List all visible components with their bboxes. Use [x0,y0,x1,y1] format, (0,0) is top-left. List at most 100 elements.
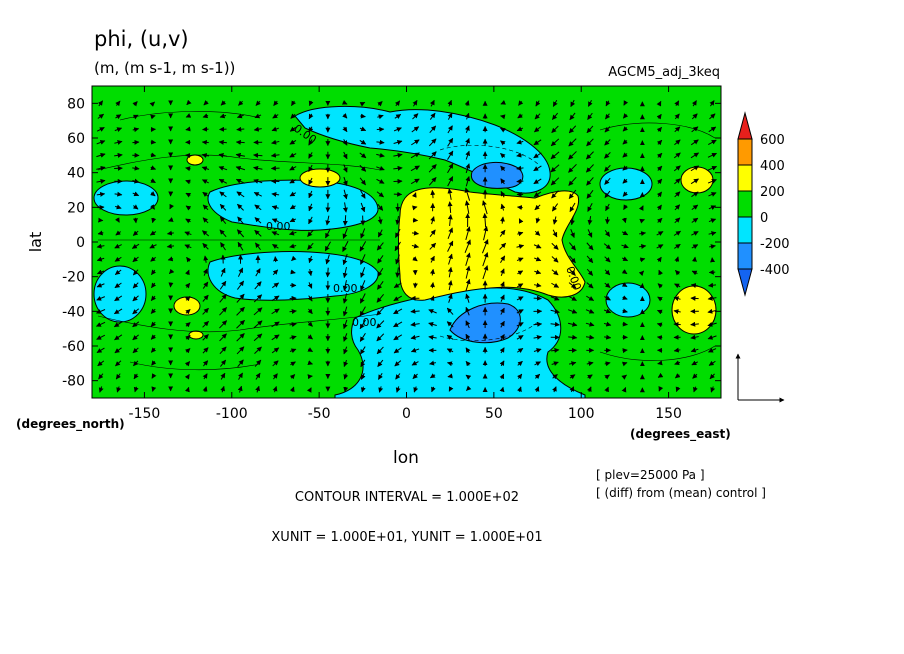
wind-vector [499,360,505,367]
wind-vector [656,244,664,249]
wind-vector [533,165,542,172]
wind-vector [376,165,385,171]
wind-vector [114,191,123,197]
wind-vector [587,202,593,212]
wind-vector [271,139,280,145]
wind-vector [500,190,506,198]
wind-vector [271,295,280,302]
wind-vector [586,255,594,264]
x-axis: -150 -100 -50 0 50 100 150 [129,86,682,422]
wind-vector [499,229,506,237]
wind-vector [621,374,627,380]
wind-vector [533,191,542,198]
wind-vector [550,164,560,173]
colorbar-label: 600 [760,133,785,148]
wind-vector [568,295,577,301]
wind-vector [291,255,297,262]
wind-vector [569,268,576,276]
wind-vector [551,203,559,212]
wind-vector [376,320,385,329]
wind-vector [133,373,139,380]
wind-vector [708,192,717,197]
wind-vector [603,321,612,327]
wind-vector [114,269,122,276]
wind-vector [341,99,348,105]
wind-vector [465,293,471,303]
wind-vector [342,164,348,173]
wind-vector [465,333,471,341]
wind-vector [150,178,156,184]
wind-vector [690,347,699,353]
wind-vector [448,386,454,392]
colorbar-band [737,242,753,270]
wind-vector [533,152,542,159]
low-cell-east-ne [599,167,653,201]
wind-vector [343,346,348,355]
wind-vector [656,178,663,185]
wind-vector [132,114,139,120]
x-tick-label: 50 [485,406,503,422]
wind-vector [272,373,278,380]
wind-vector [516,244,525,249]
wind-vector [307,360,313,365]
wind-vector [516,139,524,145]
wind-vector [238,100,244,106]
wind-vector [465,320,471,329]
wind-vector [586,189,594,199]
wind-vector [622,126,629,132]
wind-vector [236,333,245,342]
wind-vector [116,386,122,393]
wind-vector [621,243,629,249]
wind-vector [114,152,123,158]
wind-vector [604,177,611,185]
wind-vector [184,361,191,367]
wind-vector [201,153,210,159]
colorbar-bottom-arrow [737,268,753,297]
wind-vector [690,283,699,288]
wind-vector [342,189,348,200]
wind-vector [516,322,524,327]
wind-vector [132,230,139,236]
wind-vector [394,113,402,119]
wind-vector [411,243,420,249]
wind-vector [447,112,453,120]
wind-vector [376,333,385,342]
wind-vector [185,348,191,354]
wind-vector [202,320,209,328]
wind-vector [96,140,106,145]
wind-vector [96,127,105,132]
wind-vector [360,254,366,265]
wind-vector [308,126,314,133]
wind-vector [185,113,192,118]
wind-vector [95,321,106,327]
wind-vector [96,256,105,262]
wind-vector [236,191,245,198]
wind-vector [446,321,454,328]
field-layer: 0.00 0.00 0.00 0.00 0.00 [93,99,718,398]
wind-vector [308,139,314,146]
wind-vector [638,205,644,211]
wind-vector [428,309,437,314]
wind-vector [533,139,542,146]
wind-vector [605,100,611,107]
wind-vector [253,191,262,197]
wind-vector [412,373,418,379]
wind-vector [271,308,280,315]
wind-vector [169,203,175,210]
wind-vector [96,243,105,249]
y-axis-title: lat [26,232,45,253]
wind-vector [464,187,471,201]
wind-vector [236,306,245,316]
wind-vector [307,282,313,289]
wind-vector [410,152,420,159]
wind-vector [132,269,139,276]
wind-vector [430,216,435,225]
wind-vector [150,139,157,145]
wind-vector [289,308,297,314]
wind-vector [236,293,245,303]
wind-vector [464,239,471,253]
wind-vector [690,295,699,301]
wind-vector [359,293,366,304]
wind-vector [393,282,402,289]
wind-vector [238,372,243,380]
